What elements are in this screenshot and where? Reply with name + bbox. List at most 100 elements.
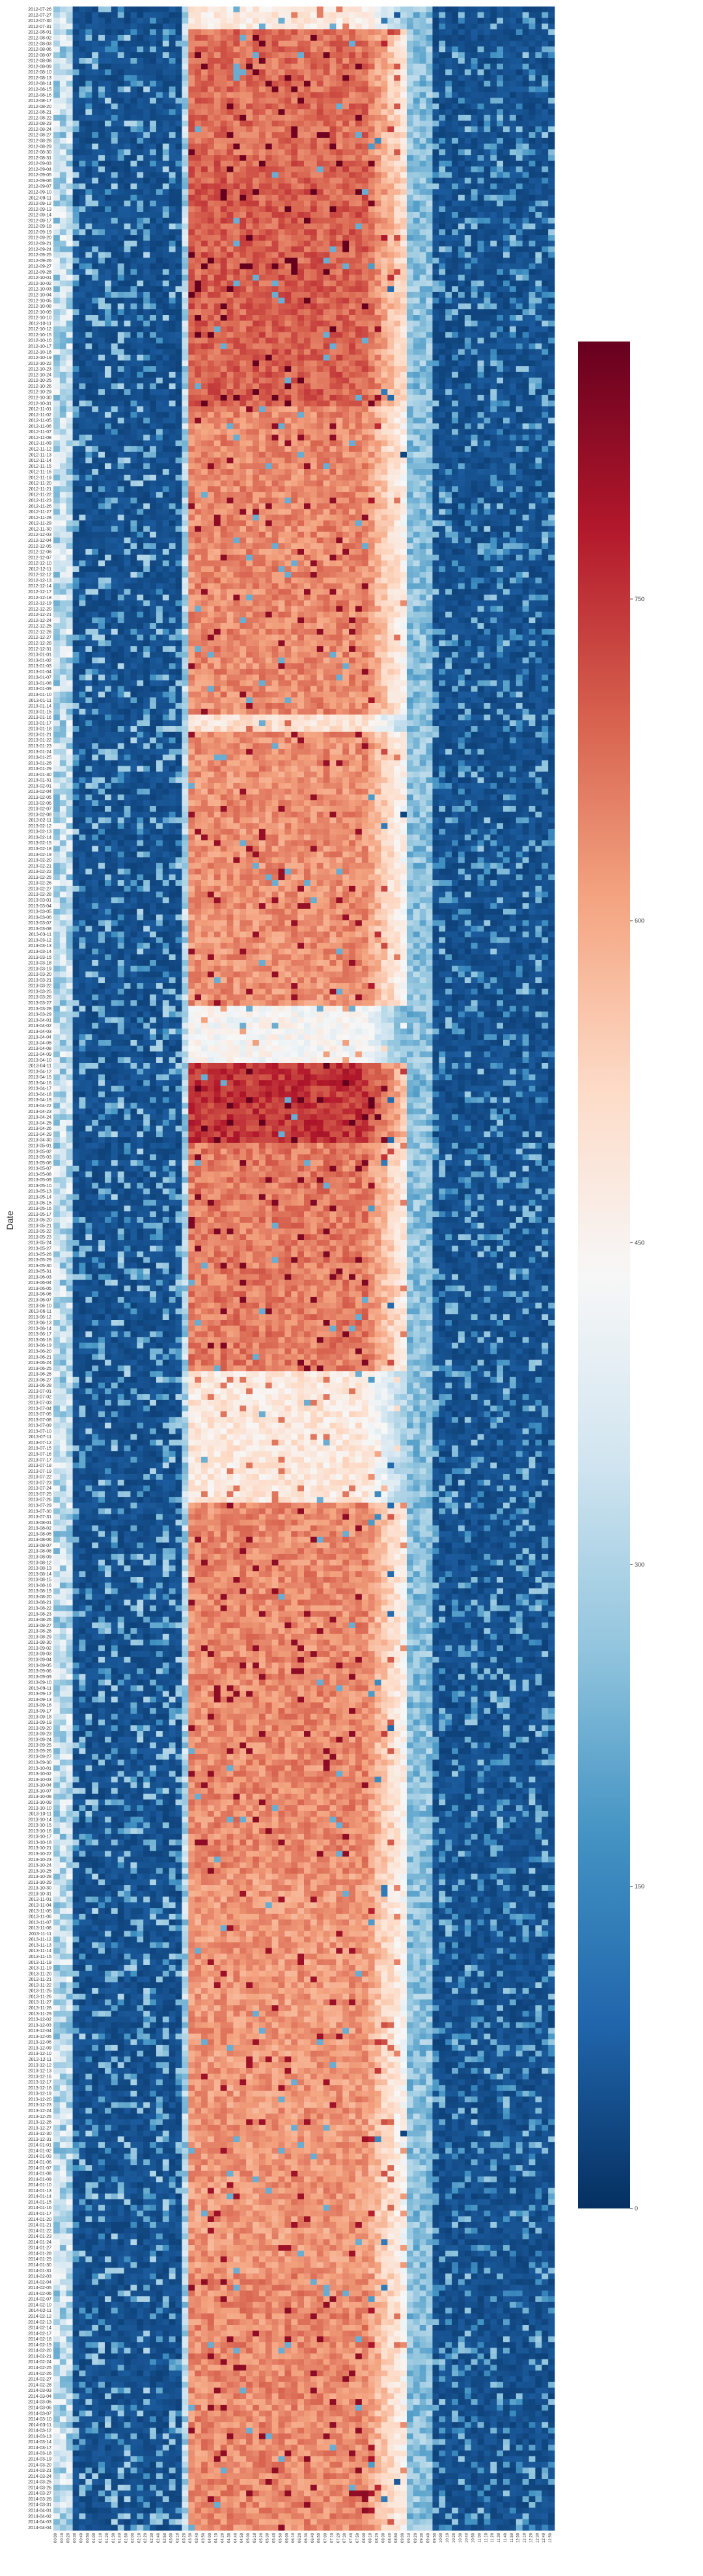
heatmap-cell (233, 218, 240, 224)
heatmap-cell (516, 132, 523, 138)
heatmap-cell (452, 178, 458, 183)
heatmap-cell (233, 200, 240, 206)
heatmap-cell (156, 200, 163, 206)
heatmap-cell (349, 212, 355, 218)
heatmap-cell (329, 115, 336, 121)
heatmap-cell (182, 161, 188, 167)
heatmap-cell (246, 12, 253, 18)
heatmap-cell (124, 23, 131, 29)
heatmap-cell (233, 52, 240, 58)
heatmap-cell (310, 218, 317, 224)
heatmap-cell (291, 218, 297, 224)
heatmap-cell (73, 161, 79, 167)
heatmap-cell (387, 109, 394, 115)
heatmap-cell (407, 23, 413, 29)
heatmap-cell (195, 18, 201, 24)
heatmap-cell (542, 132, 548, 138)
heatmap-cell (156, 235, 163, 241)
heatmap-cell (432, 224, 439, 230)
heatmap-cell (85, 195, 92, 201)
heatmap-cell (432, 12, 439, 18)
heatmap-cell (432, 138, 439, 144)
heatmap-cell (266, 138, 272, 144)
heatmap-cell (407, 18, 413, 24)
heatmap-cell (452, 103, 458, 109)
heatmap-cell (432, 183, 439, 189)
heatmap-cell (484, 138, 490, 144)
heatmap-cell (355, 189, 362, 195)
heatmap-cell (297, 115, 304, 121)
heatmap-cell (130, 115, 137, 121)
heatmap-cell (73, 132, 79, 138)
heatmap-cell (111, 18, 118, 24)
heatmap-cell (98, 121, 105, 127)
heatmap-cell (195, 149, 201, 155)
heatmap-cell (387, 229, 394, 235)
heatmap-cell (548, 195, 555, 201)
heatmap-cell (329, 212, 336, 218)
heatmap-cell (471, 109, 478, 115)
heatmap-cell (336, 224, 342, 230)
heatmap-cell (266, 23, 272, 29)
heatmap-cell (317, 109, 324, 115)
heatmap-cell (221, 132, 227, 138)
heatmap-cell (510, 18, 516, 24)
heatmap-cell (279, 241, 285, 247)
heatmap-cell (478, 144, 484, 150)
heatmap-cell (497, 132, 503, 138)
heatmap-cell (201, 70, 208, 75)
heatmap-cell (516, 70, 523, 75)
heatmap-cell (92, 224, 98, 230)
heatmap-cell (201, 161, 208, 167)
heatmap-cell (478, 23, 484, 29)
heatmap-cell (529, 41, 536, 47)
heatmap-cell (471, 12, 478, 18)
heatmap-cell (310, 29, 317, 35)
heatmap-cell (529, 75, 536, 81)
heatmap-cell (105, 35, 111, 41)
heatmap-cell (240, 138, 246, 144)
heatmap-cell (445, 212, 452, 218)
heatmap-cell (124, 189, 131, 195)
heatmap-cell (375, 75, 381, 81)
heatmap-cell (490, 75, 497, 81)
heatmap-cell (150, 183, 156, 189)
heatmap-cell (233, 161, 240, 167)
heatmap-cell (208, 92, 214, 98)
heatmap-cell (297, 75, 304, 81)
heatmap-cell (150, 87, 156, 92)
heatmap-cell (381, 115, 387, 121)
heatmap-cell (60, 29, 66, 35)
heatmap-cell (484, 224, 490, 230)
heatmap-cell (471, 195, 478, 201)
heatmap-cell (53, 12, 60, 18)
heatmap-cell (240, 132, 246, 138)
heatmap-cell (98, 35, 105, 41)
heatmap-cell (188, 195, 195, 201)
heatmap-cell (279, 109, 285, 115)
heatmap-cell (542, 218, 548, 224)
heatmap-cell (400, 75, 407, 81)
heatmap-cell (111, 109, 118, 115)
heatmap-cell (284, 155, 291, 161)
heatmap-cell (420, 132, 426, 138)
heatmap-cell (387, 172, 394, 178)
heatmap-cell (291, 52, 297, 58)
heatmap-cell (497, 121, 503, 127)
heatmap-cell (523, 75, 529, 81)
heatmap-cell (355, 103, 362, 109)
heatmap-cell (208, 58, 214, 64)
heatmap-cell (201, 41, 208, 47)
heatmap-cell (124, 218, 131, 224)
heatmap-cell (510, 172, 516, 178)
heatmap-cell (394, 195, 400, 201)
heatmap-cell (329, 29, 336, 35)
heatmap-cell (478, 121, 484, 127)
heatmap-cell (246, 161, 253, 167)
heatmap-cell (111, 12, 118, 18)
heatmap-cell (503, 98, 510, 103)
heatmap-cell (336, 70, 342, 75)
heatmap-cell (176, 241, 182, 247)
heatmap-cell (130, 58, 137, 64)
heatmap-cell (478, 64, 484, 70)
